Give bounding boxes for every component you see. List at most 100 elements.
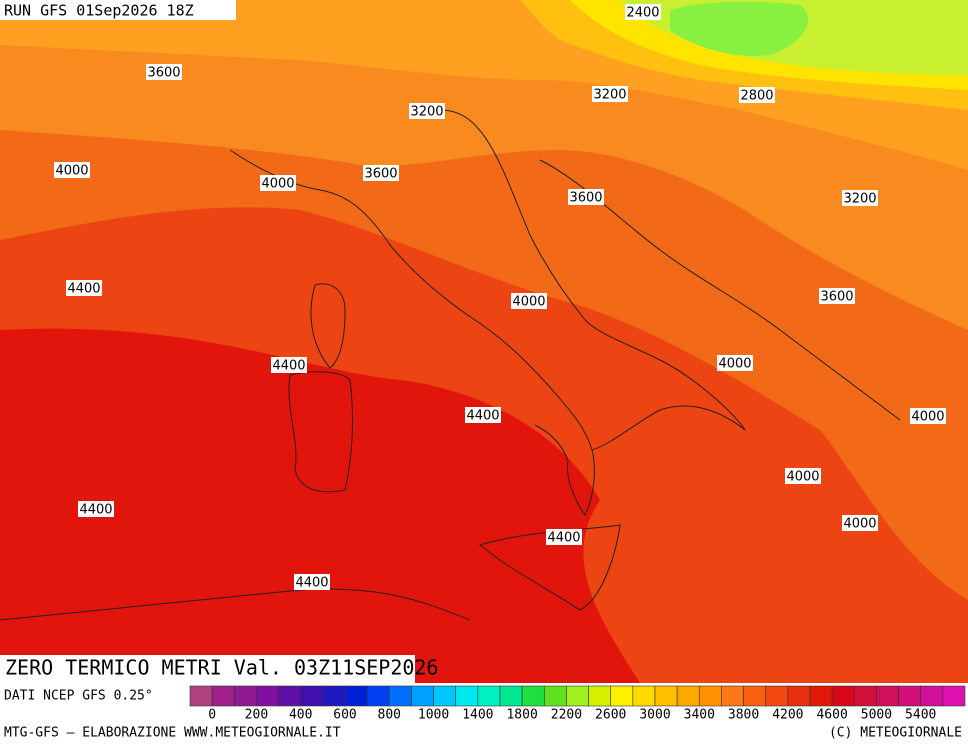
contour-label-bg [819,288,855,304]
map-field [0,0,968,683]
colorbar-label: 2200 [551,708,582,723]
contour-label: 4000 [911,410,944,425]
field-band [670,1,809,56]
color-swatch [388,685,412,707]
color-swatch [721,685,744,707]
copyright-label: (C) METEOGIORNALE [829,726,962,741]
contour-label: 4400 [466,409,499,424]
source-label: DATI NCEP GFS 0.25° [4,689,153,704]
contour-label: 4400 [295,576,328,591]
color-swatch [942,685,966,707]
run-label: RUN GFS 01Sep2026 18Z [4,2,194,20]
coastline [229,109,746,517]
color-swatch [477,685,501,707]
color-swatch [278,685,302,707]
color-swatch [521,685,545,707]
contour-label-bg [546,529,582,545]
color-swatch [499,685,523,707]
contour-label-bg [66,280,102,296]
color-swatch [566,685,589,707]
colorbar: 0 200 400 600 800 1000 1400 1800 2200 2600 3000 340… [189,685,966,723]
contour-label: 3600 [569,191,602,206]
contour-label-bg [260,175,296,191]
contour-label-bg [54,162,90,178]
contour-label-bg [785,468,821,484]
contour-label: 4000 [55,164,88,179]
contour-label-bg [910,408,946,424]
color-swatch [654,685,678,707]
contour-label-bg [717,355,753,371]
colorbar-label: 1000 [418,708,449,723]
colorbar-label: 400 [289,708,312,723]
contour-label: 4400 [67,282,100,297]
title-box [0,655,415,683]
color-swatch [853,685,877,707]
color-swatch [676,685,700,707]
colorbar-label: 3800 [728,708,759,723]
color-swatch [632,685,656,707]
contour-label-bg [78,501,114,517]
colorbar-label: 1400 [462,708,493,723]
contour-label: 3600 [147,66,180,81]
colorbar-label: 2600 [595,708,626,723]
contour-label: 4000 [843,517,876,532]
color-swatch [455,685,479,707]
contour-label-bg [592,86,628,102]
contour-label: 4400 [79,503,112,518]
contour-label: 3200 [843,192,876,207]
color-swatch [322,685,346,707]
run-box [0,0,236,20]
colorbar-label: 4600 [816,708,847,723]
contour-label-bg [842,515,878,531]
contour-label: 3200 [593,88,626,103]
contour-label-bg [625,4,661,20]
color-swatch [189,685,213,707]
contour-label: 3200 [410,105,443,120]
color-swatch [787,685,811,707]
colorbar-label: 5000 [861,708,892,723]
color-swatch [809,685,833,707]
colorbar-label: 5400 [905,708,936,723]
coastline [288,371,353,493]
color-swatch [831,685,855,707]
contour-label: 2400 [626,6,659,21]
color-swatch [743,685,767,707]
colorbar-label: 0 [208,708,216,723]
map-title: ZERO TERMICO METRI Val. 03Z11SEP2026 [5,656,438,680]
colorbar-label: 800 [378,708,401,723]
colorbar-label: 4200 [772,708,803,723]
contour-label: 4400 [547,531,580,546]
color-swatch [610,685,634,707]
contour-label: 4000 [261,177,294,192]
colorbar-label: 200 [245,708,268,723]
colorbar-label: 3400 [684,708,715,723]
colorbar-label: 1800 [506,708,537,723]
contour-label-bg [739,87,775,103]
colorbar-label: 600 [333,708,356,723]
color-swatch [698,685,722,707]
color-swatch [300,685,324,707]
credit-label: MTG-GFS — ELABORAZIONE WWW.METEOGIORNALE… [4,726,341,741]
color-swatch [411,685,434,707]
contour-label-bg [842,190,878,206]
contour-label-bg [146,64,182,80]
contour-label: 3600 [820,290,853,305]
contour-label-bg [271,357,307,373]
colorbar-label: 3000 [639,708,670,723]
contour-label: 4000 [786,470,819,485]
contour-label-bg [465,407,501,423]
color-swatch [765,685,789,707]
contour-label: 3600 [364,167,397,182]
color-swatch [588,685,612,707]
contour-label: 4000 [718,357,751,372]
color-swatch [898,685,922,707]
color-swatch [233,685,257,707]
color-swatch [344,685,368,707]
color-swatch [256,685,279,707]
contour-label: 2800 [740,89,773,104]
contour-labels: 2400 3600 3200 3200 2800 4000 4000 3600 3600 3200… [54,4,946,591]
contour-label-bg [568,189,604,205]
contour-label-bg [511,293,547,309]
